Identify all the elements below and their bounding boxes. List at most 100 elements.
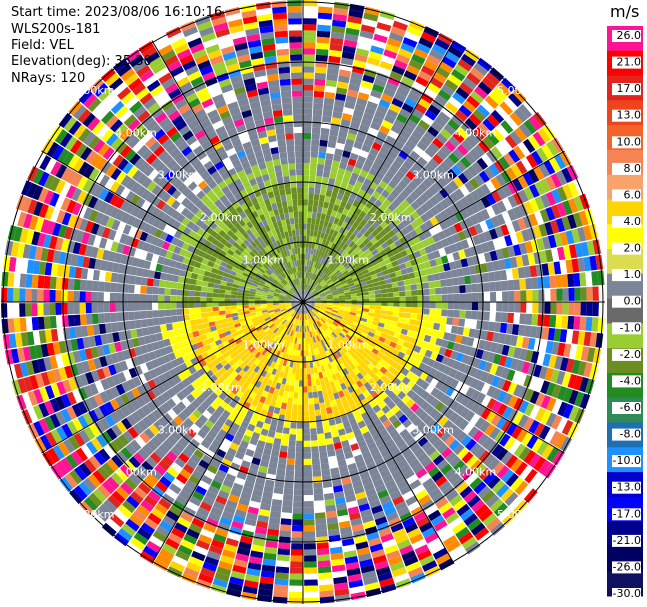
velocity-bin bbox=[395, 438, 406, 449]
velocity-bin bbox=[129, 100, 143, 114]
velocity-bin bbox=[243, 289, 250, 294]
velocity-bin bbox=[296, 325, 300, 332]
velocity-bin bbox=[286, 329, 291, 336]
velocity-bin bbox=[168, 259, 177, 268]
velocity-bin bbox=[201, 475, 213, 485]
velocity-bin bbox=[200, 119, 212, 130]
velocity-bin bbox=[60, 393, 72, 408]
velocity-bin bbox=[115, 293, 122, 302]
velocity-bin bbox=[443, 365, 452, 376]
velocity-bin bbox=[308, 312, 312, 319]
velocity-bin bbox=[406, 438, 417, 449]
velocity-bin bbox=[226, 221, 234, 230]
velocity-bin bbox=[105, 72, 120, 87]
velocity-bin bbox=[344, 556, 359, 565]
velocity-bin bbox=[323, 233, 329, 240]
velocity-bin bbox=[309, 331, 313, 338]
velocity-bin bbox=[435, 353, 444, 363]
velocity-bin bbox=[477, 433, 489, 446]
velocity-bin bbox=[72, 158, 85, 173]
velocity-bin bbox=[56, 209, 66, 224]
velocity-bin bbox=[299, 307, 302, 314]
velocity-bin bbox=[50, 464, 64, 480]
velocity-bin bbox=[344, 101, 356, 110]
velocity-bin bbox=[342, 360, 350, 368]
velocity-bin bbox=[188, 302, 195, 308]
velocity-bin bbox=[262, 43, 276, 52]
velocity-bin bbox=[461, 354, 470, 365]
velocity-bin bbox=[231, 30, 246, 40]
velocity-bin bbox=[251, 457, 261, 466]
velocity-bin bbox=[416, 353, 425, 362]
velocity-bin bbox=[416, 516, 430, 528]
velocity-bin bbox=[252, 385, 260, 394]
velocity-bin bbox=[90, 512, 105, 527]
velocity-bin bbox=[285, 470, 295, 477]
velocity-bin bbox=[249, 500, 261, 509]
velocity-bin bbox=[373, 78, 387, 88]
velocity-bin bbox=[367, 331, 375, 338]
velocity-bin bbox=[202, 364, 211, 373]
velocity-bin bbox=[62, 379, 72, 393]
velocity-bin bbox=[471, 302, 479, 311]
velocity-bin bbox=[218, 151, 229, 161]
velocity-bin bbox=[111, 490, 126, 504]
velocity-bin bbox=[288, 591, 303, 598]
velocity-bin bbox=[342, 367, 350, 376]
velocity-bin bbox=[295, 229, 300, 236]
velocity-bin bbox=[270, 418, 278, 427]
velocity-bin bbox=[217, 166, 227, 176]
velocity-bin bbox=[449, 378, 460, 389]
velocity-bin bbox=[153, 271, 162, 280]
velocity-bin bbox=[214, 278, 222, 285]
velocity-bin bbox=[324, 240, 330, 247]
velocity-bin bbox=[272, 109, 283, 118]
velocity-bin bbox=[256, 236, 264, 244]
velocity-bin bbox=[346, 500, 358, 509]
velocity-bin bbox=[347, 573, 362, 583]
velocity-bin bbox=[128, 284, 135, 294]
velocity-bin bbox=[161, 213, 171, 224]
velocity-bin bbox=[379, 428, 389, 438]
velocity-bin bbox=[46, 370, 56, 385]
velocity-bin bbox=[184, 114, 197, 125]
velocity-bin bbox=[259, 576, 274, 585]
velocity-bin bbox=[197, 114, 209, 125]
velocity-bin bbox=[152, 310, 159, 318]
velocity-bin bbox=[336, 87, 348, 95]
velocity-bin bbox=[270, 235, 276, 243]
velocity-bin bbox=[351, 115, 362, 124]
velocity-bin bbox=[345, 164, 355, 173]
velocity-bin bbox=[314, 187, 321, 195]
velocity-bin bbox=[270, 216, 277, 224]
velocity-bin bbox=[178, 452, 190, 464]
velocity-bin bbox=[286, 335, 290, 342]
velocity-bin bbox=[291, 248, 296, 255]
velocity-bin bbox=[274, 309, 281, 313]
velocity-bin bbox=[320, 408, 327, 416]
velocity-bin bbox=[464, 345, 473, 356]
velocity-bin bbox=[273, 292, 280, 296]
velocity-bin bbox=[180, 207, 190, 217]
velocity-bin bbox=[323, 164, 332, 172]
velocity-bin bbox=[233, 559, 248, 568]
velocity-bin bbox=[199, 65, 214, 76]
velocity-bin bbox=[454, 404, 466, 415]
velocity-bin bbox=[221, 157, 232, 166]
velocity-bin bbox=[478, 508, 493, 522]
velocity-bin bbox=[152, 409, 163, 420]
velocity-bin bbox=[213, 387, 223, 397]
velocity-bin bbox=[225, 537, 239, 547]
velocity-bin bbox=[226, 213, 235, 222]
velocity-bin bbox=[215, 527, 229, 538]
velocity-bin bbox=[119, 187, 131, 200]
velocity-bin bbox=[452, 477, 465, 490]
velocity-bin bbox=[303, 386, 308, 393]
velocity-bin bbox=[301, 302, 303, 308]
velocity-bin bbox=[513, 500, 528, 515]
velocity-bin bbox=[290, 422, 297, 429]
velocity-bin bbox=[398, 414, 409, 424]
velocity-bin bbox=[237, 351, 245, 359]
velocity-bin bbox=[420, 425, 432, 437]
velocity-bin bbox=[297, 300, 303, 302]
